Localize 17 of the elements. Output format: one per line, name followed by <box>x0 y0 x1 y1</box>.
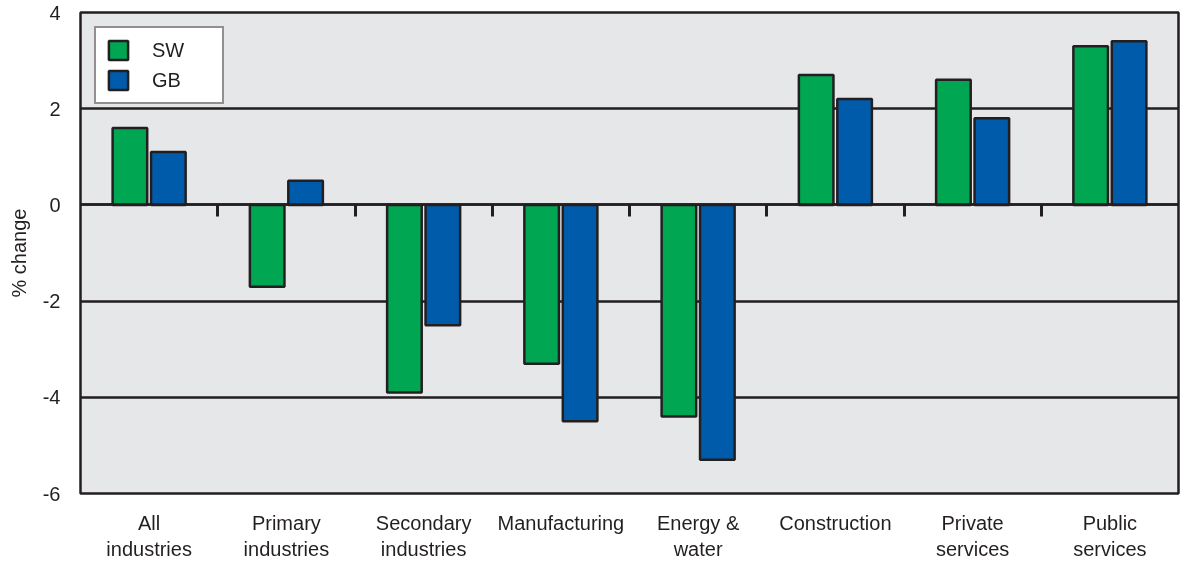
x-tick-label: Public services <box>1073 511 1147 560</box>
x-tick-label: Manufacturing <box>497 511 625 534</box>
legend-label: SW <box>152 38 186 62</box>
y-axis-title: % change <box>7 208 30 298</box>
x-tick-label: Energy & water <box>656 511 740 560</box>
x-tick-label: Construction <box>779 511 892 534</box>
y-tick-label: 4 <box>49 1 61 24</box>
y-tick-label: 2 <box>49 97 61 120</box>
x-tick-label: All industries <box>106 511 192 560</box>
y-tick-label: -2 <box>42 290 61 313</box>
y-tick-label: -4 <box>42 386 61 409</box>
x-tick-label: Primary industries <box>243 511 330 560</box>
legend-label: GB <box>152 68 182 92</box>
x-tick-label: Secondary industries <box>375 511 472 560</box>
y-tick-label: -6 <box>42 482 61 505</box>
x-tick-label: Private services <box>935 511 1010 560</box>
y-tick-label: 0 <box>49 193 61 216</box>
